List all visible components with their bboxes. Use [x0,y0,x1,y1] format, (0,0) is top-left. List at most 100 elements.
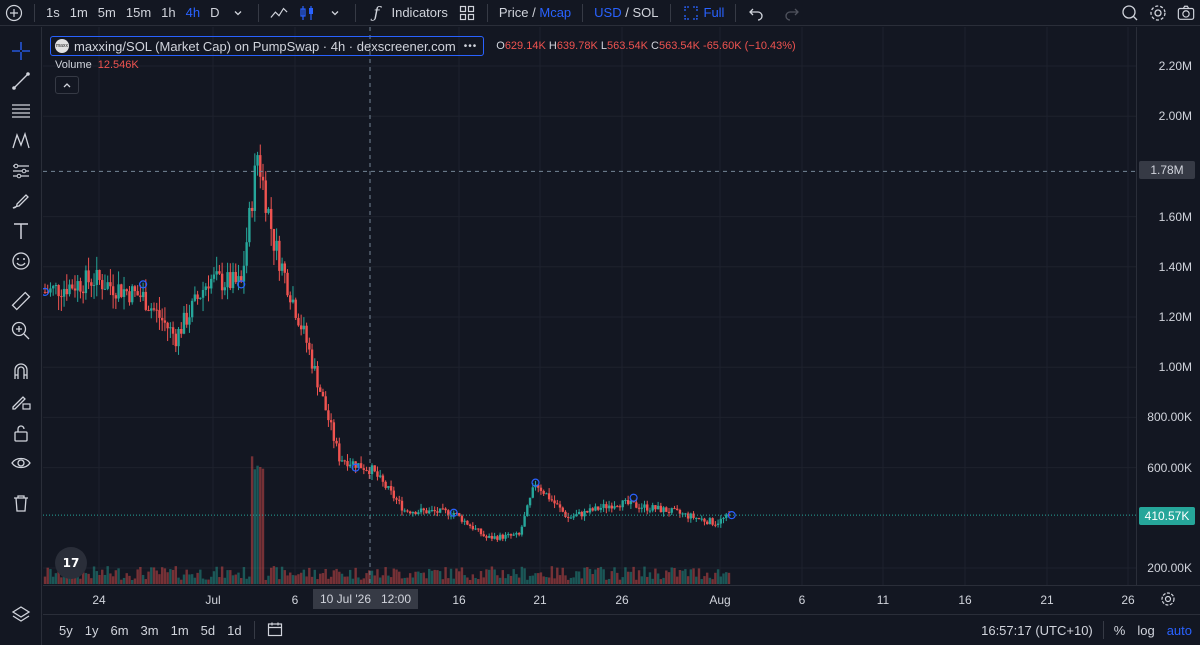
screenshot-button[interactable] [1172,0,1200,26]
trendline-tool[interactable] [7,67,35,95]
range-1m[interactable]: 1m [170,622,189,638]
go-to-date-button[interactable] [261,621,289,640]
time-axis[interactable]: 24 Jul 6 16 21 26 Aug 6 11 16 21 26 10 J… [43,585,1200,613]
candle-body [681,513,684,515]
indicators-label: Indicators [391,5,448,20]
stay-drawing-tool[interactable] [7,387,35,415]
quick-search-button[interactable] [1116,0,1144,26]
candle-body [324,396,327,411]
pattern-tool[interactable] [7,127,35,155]
crosshair-tool[interactable] [7,37,35,65]
volume-bar [515,574,518,584]
interval-1s[interactable]: 1s [46,5,60,20]
candle-body [430,510,434,512]
magnet-tool[interactable] [7,357,35,385]
volume-bar [594,569,597,584]
candle-body [678,509,682,514]
chart-type-dropdown[interactable] [321,0,349,26]
range-6m[interactable]: 6m [110,622,129,638]
delete-drawings-tool[interactable] [7,489,35,517]
candle-body [212,274,216,279]
range-1d[interactable]: 1d [227,622,242,638]
full-button[interactable]: Full [677,0,730,26]
volume-bar [667,572,671,584]
candle-body [229,272,232,289]
text-tool[interactable] [7,217,35,245]
candle-body [278,240,281,271]
volume-bar [550,566,554,584]
add-symbol-button[interactable] [0,0,28,26]
candle-body [150,308,153,311]
range-5y[interactable]: 5y [59,622,73,638]
chart-pane[interactable] [43,27,1136,585]
time-tick: Jul [205,593,221,607]
ruler-tool[interactable] [7,287,35,315]
volume-bar [109,573,112,584]
candle-body [640,507,643,509]
symbol-legend[interactable]: maxx maxxing/SOL (Market Cap) on PumpSwa… [50,36,485,56]
candle-body [689,513,693,519]
brush-tool[interactable] [7,187,35,215]
zoom-tool[interactable] [7,317,35,345]
interval-15m[interactable]: 15m [125,5,152,20]
candle-body [90,282,93,286]
tradingview-logo-icon[interactable]: 17 [55,547,87,579]
undo-button[interactable] [742,0,770,26]
percent-toggle[interactable]: % [1113,622,1126,638]
range-3m[interactable]: 3m [140,622,159,638]
prediction-tool[interactable] [7,157,35,185]
range-5d[interactable]: 5d [200,622,216,638]
object-tree-tool[interactable] [7,601,35,629]
hide-drawings-tool[interactable] [7,449,35,477]
candles-button[interactable] [293,0,321,26]
emoji-tool[interactable] [7,247,35,275]
candle-body [569,517,573,519]
interval-4h[interactable]: 4h [185,5,201,20]
volume-bar [463,575,466,584]
horizontal-lines-tool[interactable] [7,97,35,125]
price-mcap-toggle[interactable]: Price / Mcap [494,0,576,26]
interval-1m[interactable]: 1m [69,5,88,20]
volume-bar [485,569,488,584]
log-toggle[interactable]: log [1137,622,1155,638]
redo-button[interactable] [778,0,806,26]
candle-body [71,284,74,289]
collapse-legend-button[interactable] [55,76,79,94]
price-chart[interactable] [43,27,1136,585]
auto-toggle[interactable]: auto [1166,622,1192,638]
candle-body [46,292,49,294]
smiley-icon [12,252,30,270]
interval-dropdown[interactable] [224,0,252,26]
line-chart-button[interactable] [265,0,293,26]
time-tick: 16 [958,593,972,607]
volume-bar [686,576,690,584]
volume-bar [177,577,180,584]
lock-tool[interactable] [7,419,35,447]
volume-bar [455,568,458,584]
more-options-button[interactable]: ••• [463,40,478,52]
axis-settings-button[interactable] [1160,591,1176,610]
settings-button[interactable] [1144,0,1172,26]
interval-1h[interactable]: 1h [161,5,176,20]
indicators-button[interactable]: ƒ Indicators [362,0,452,26]
layouts-button[interactable] [453,0,481,26]
divider [34,3,35,22]
range-1y[interactable]: 1y [84,622,99,638]
price-axis[interactable]: 2.20M 2.00M 1.60M 1.40M 1.20M 1.00M 800.… [1136,27,1200,585]
candle-body [556,503,559,505]
candle-body [545,493,548,495]
magnet-icon [14,363,28,379]
crosshair-icon [12,42,30,60]
volume-bar [430,570,434,584]
volume-bar [210,576,213,584]
volume-bar [580,578,584,584]
volume-bar [398,571,401,584]
interval-5m[interactable]: 5m [97,5,116,20]
interval-d[interactable]: D [210,5,220,20]
currency-toggle[interactable]: USD / SOL [589,0,663,26]
clock[interactable]: 16:57:17 (UTC+10) [981,622,1093,638]
candle-body [588,508,592,513]
volume-legend[interactable]: Volume 12.546K [55,59,139,71]
candle-body [665,507,668,512]
candle-body [509,534,513,536]
